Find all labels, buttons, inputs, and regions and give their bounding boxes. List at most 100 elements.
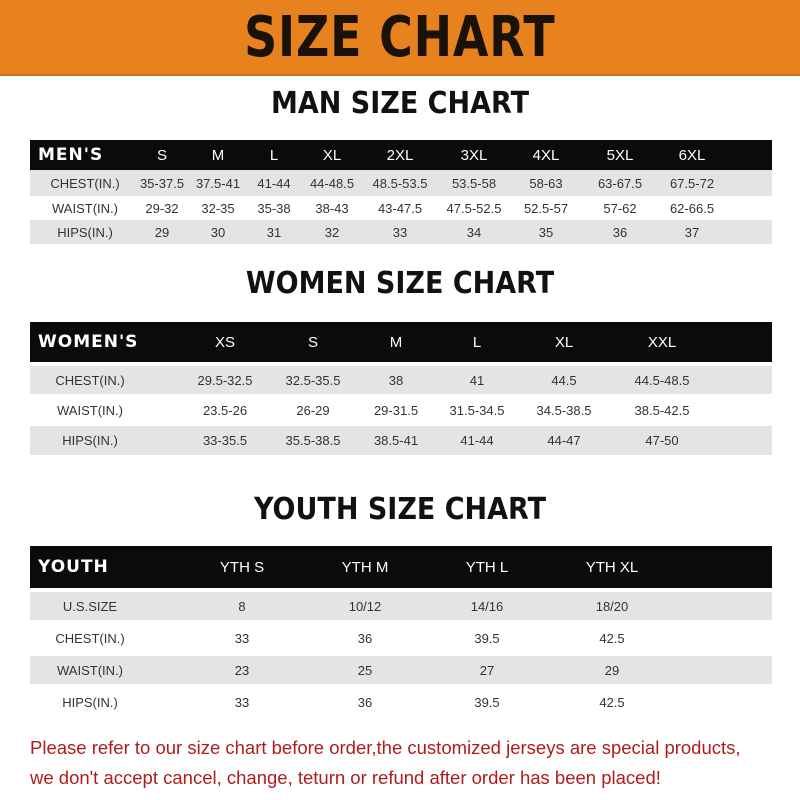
table-cell: 33 — [234, 694, 250, 710]
table-cell: 47-50 — [645, 433, 679, 448]
table-cell: 41 — [469, 372, 485, 388]
size-header: YTH M — [341, 558, 389, 576]
table-cell: 33-35.5 — [202, 433, 248, 448]
table-cell: 53.5-58 — [451, 175, 497, 191]
table-title-cell: YOUTH — [38, 557, 109, 577]
table-cell: 36 — [357, 630, 373, 646]
table-cell: 38.5-41 — [373, 433, 419, 448]
size-header: XL — [554, 333, 574, 351]
table-cell: 38-43 — [315, 200, 349, 216]
table-header-row: WOMEN'S XS S M L XL XXL — [30, 322, 772, 362]
size-header: XL — [322, 146, 342, 164]
table-row: HIPS(IN.) 33-35.5 35.5-38.5 38.5-41 41-44 44-… — [30, 426, 772, 455]
table-row: WAIST(IN.) 23.5-26 26-29 29-31.5 31.5-34.5 34… — [30, 396, 772, 424]
table-cell: 37 — [684, 224, 700, 240]
table-cell: 57-62 — [603, 200, 637, 216]
size-header: S — [156, 146, 168, 164]
table-cell: 32 — [324, 224, 340, 240]
table-cell: 38.5-42.5 — [634, 402, 690, 418]
table-cell: 36 — [612, 224, 628, 240]
table-cell: 44.5 — [551, 372, 577, 388]
table-cell: 43-47.5 — [377, 200, 423, 216]
youth-title: YOUTH SIZE CHART — [253, 492, 547, 527]
size-chart-banner: SIZE CHART — [0, 0, 800, 76]
table-cell: 32-35 — [201, 200, 235, 216]
size-header: XS — [214, 333, 236, 351]
table-cell: 62-66.5 — [669, 200, 715, 216]
women-title: WOMEN SIZE CHART — [245, 266, 555, 301]
table-cell: 41-44 — [460, 433, 494, 448]
row-label: CHEST(IN.) — [50, 175, 120, 191]
row-label: WAIST(IN.) — [57, 662, 123, 678]
table-cell: 36 — [357, 694, 373, 710]
table-cell: 47.5-52.5 — [446, 200, 502, 216]
row-label: WAIST(IN.) — [52, 200, 118, 216]
table-row: CHEST(IN.) 33 36 39.5 42.5 — [30, 624, 772, 652]
table-cell: 29-32 — [145, 200, 179, 216]
table-header-row: YOUTH YTH S YTH M YTH L YTH XL — [30, 546, 772, 588]
table-row: CHEST(IN.) 29.5-32.5 32.5-35.5 38 41 44.5 44.5… — [30, 366, 772, 394]
notice-line: we don't accept cancel, change, teturn o… — [30, 767, 661, 788]
table-cell: 31.5-34.5 — [449, 402, 505, 418]
row-label: WAIST(IN.) — [57, 402, 123, 418]
table-cell: 38 — [388, 372, 404, 388]
table-cell: 30 — [210, 224, 226, 240]
table-title-cell: WOMEN'S — [38, 332, 139, 352]
table-row: WAIST(IN.) 23 25 27 29 — [30, 656, 772, 684]
table-cell: 48.5-53.5 — [372, 175, 428, 191]
table-cell: 67.5-72 — [669, 175, 715, 191]
size-header: 2XL — [386, 146, 414, 164]
men-title: MAN SIZE CHART — [271, 86, 529, 121]
size-header: S — [307, 333, 319, 351]
table-row: CHEST(IN.) 35-37.5 37.5-41 41-44 44-48.5 48.5… — [30, 170, 772, 196]
row-label: HIPS(IN.) — [62, 433, 118, 448]
table-cell: 32.5-35.5 — [285, 372, 341, 388]
table-cell: 35-38 — [257, 200, 291, 216]
size-header: 6XL — [678, 146, 706, 164]
table-row: HIPS(IN.) 33 36 39.5 42.5 — [30, 688, 772, 716]
table-cell: 8 — [238, 598, 246, 614]
row-label: CHEST(IN.) — [55, 630, 125, 646]
table-cell: 33 — [392, 224, 408, 240]
table-cell: 42.5 — [599, 630, 625, 646]
table-cell: 29 — [154, 224, 170, 240]
table-cell: 23.5-26 — [202, 402, 248, 418]
banner-title: SIZE CHART — [244, 4, 556, 70]
table-cell: 44.5-48.5 — [634, 372, 690, 388]
table-cell: 39.5 — [474, 694, 500, 710]
table-title-cell: MEN'S — [38, 145, 104, 165]
size-header: 5XL — [606, 146, 634, 164]
table-cell: 44-48.5 — [309, 175, 355, 191]
size-header: 3XL — [460, 146, 488, 164]
table-cell: 18/20 — [595, 598, 629, 614]
table-row: U.S.SIZE 8 10/12 14/16 18/20 — [30, 592, 772, 620]
table-cell: 34.5-38.5 — [536, 402, 592, 418]
table-cell: 35 — [538, 224, 554, 240]
table-cell: 34 — [466, 224, 482, 240]
size-header: XXL — [647, 333, 677, 351]
table-cell: 29 — [604, 662, 620, 678]
table-cell: 27 — [479, 662, 495, 678]
table-cell: 23 — [234, 662, 250, 678]
size-header: YTH L — [465, 558, 509, 576]
size-header: L — [269, 146, 279, 164]
size-header: YTH S — [219, 558, 265, 576]
table-cell: 37.5-41 — [195, 175, 241, 191]
table-row: HIPS(IN.) 29 30 31 32 33 34 35 36 37 — [30, 220, 772, 244]
row-label: U.S.SIZE — [62, 598, 118, 614]
size-header: M — [211, 146, 225, 164]
row-label: HIPS(IN.) — [57, 224, 113, 240]
size-header: L — [472, 333, 482, 351]
table-cell: 29-31.5 — [373, 402, 419, 418]
table-cell: 25 — [357, 662, 373, 678]
notice-text: Please refer to our size chart before or… — [30, 733, 790, 793]
table-cell: 35-37.5 — [139, 175, 185, 191]
row-label: HIPS(IN.) — [62, 694, 118, 710]
size-header: 4XL — [532, 146, 560, 164]
table-cell: 10/12 — [348, 598, 382, 614]
table-row: WAIST(IN.) 29-32 32-35 35-38 38-43 43-47.5 47.… — [30, 196, 772, 220]
table-cell: 14/16 — [470, 598, 504, 614]
table-cell: 39.5 — [474, 630, 500, 646]
table-cell: 26-29 — [296, 402, 330, 418]
table-cell: 35.5-38.5 — [285, 433, 341, 448]
